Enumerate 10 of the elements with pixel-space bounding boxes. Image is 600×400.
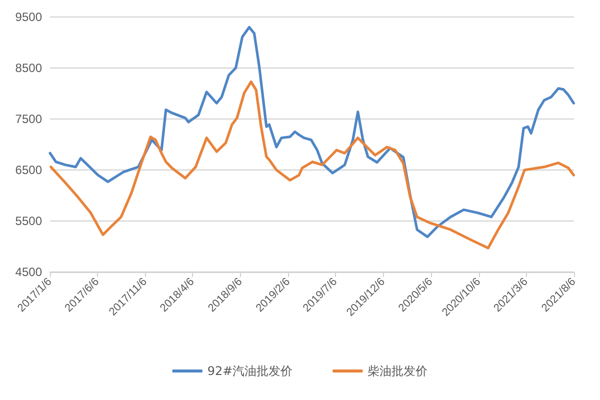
- y-tick-label: 6500: [15, 163, 42, 177]
- y-tick-label: 9500: [15, 10, 42, 24]
- legend-label: 92#汽油批发价: [207, 364, 293, 378]
- y-tick-label: 5500: [15, 214, 42, 228]
- line-series: [50, 80, 575, 250]
- legend-label: 柴油批发价: [368, 364, 428, 378]
- y-tick-label: 4500: [15, 265, 42, 279]
- y-tick-label: 8500: [15, 61, 42, 75]
- y-tick-label: 7500: [15, 112, 42, 126]
- line-series: [48, 26, 575, 238]
